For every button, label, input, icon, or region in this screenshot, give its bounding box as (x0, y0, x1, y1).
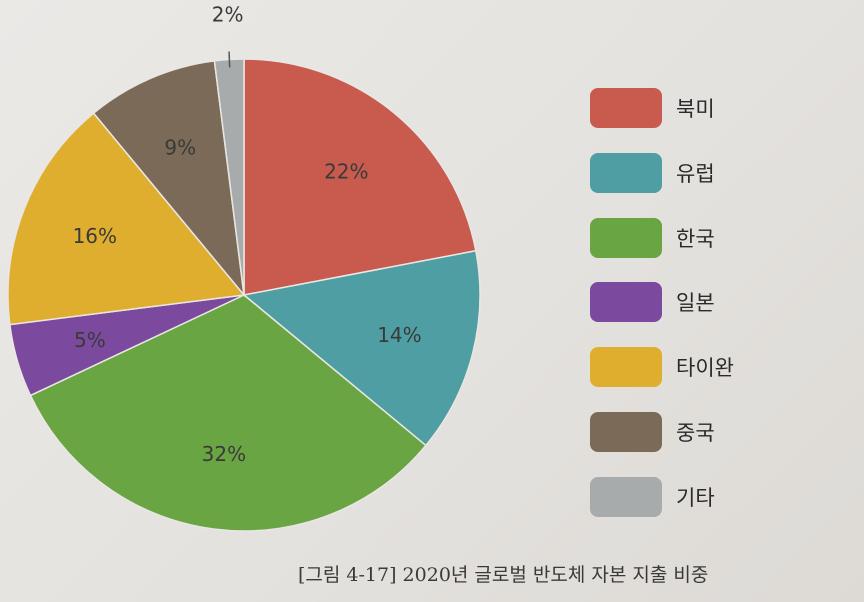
legend-label: 유럽 (676, 161, 715, 186)
legend-label: 타이완 (676, 356, 734, 381)
slice-label-일본: 5% (74, 328, 106, 352)
pie-slice-labels: 22% 14% 32% 5% 16% 9% 2% (73, 3, 422, 467)
slice-label-타이완: 16% (73, 224, 117, 248)
pie-slices (7, 58, 481, 532)
pie-slice-한국 (29, 294, 427, 532)
legend-swatch (590, 476, 662, 517)
legend-label: 기타 (676, 485, 715, 510)
leader-line-기타 (228, 51, 231, 68)
slice-label-북미: 22% (324, 159, 368, 183)
legend-swatch (590, 152, 662, 193)
legend-swatch (590, 88, 662, 128)
slice-label-기타: 2% (212, 3, 244, 27)
pie-slice-유럽 (242, 249, 481, 447)
legend-item-기타: 기타 (590, 476, 770, 517)
legend-item-타이완: 타이완 (590, 347, 770, 388)
legend-item-중국: 중국 (590, 411, 770, 452)
figure-caption: [그림 4-17] 2020년 글로벌 반도체 자본 지출 비중 (298, 564, 709, 586)
legend-item-유럽: 유럽 (590, 152, 770, 193)
legend-item-북미: 북미 (590, 88, 770, 128)
legend-label: 중국 (676, 420, 715, 445)
legend-swatch (590, 282, 662, 323)
legend-swatch (590, 347, 662, 388)
pie-slice-중국 (92, 60, 246, 298)
legend-item-일본: 일본 (590, 282, 770, 323)
pie-slice-북미 (243, 58, 477, 296)
legend-label: 한국 (676, 226, 715, 251)
legend-label: 일본 (676, 291, 715, 316)
legend-swatch (590, 411, 662, 452)
slice-label-유럽: 14% (377, 323, 421, 347)
legend-swatch (590, 217, 662, 258)
slice-label-한국: 32% (202, 442, 246, 466)
legend-item-한국: 한국 (590, 217, 770, 258)
pie-slice-타이완 (7, 112, 246, 326)
legend-label: 북미 (676, 97, 715, 121)
slice-label-중국: 9% (164, 136, 196, 160)
